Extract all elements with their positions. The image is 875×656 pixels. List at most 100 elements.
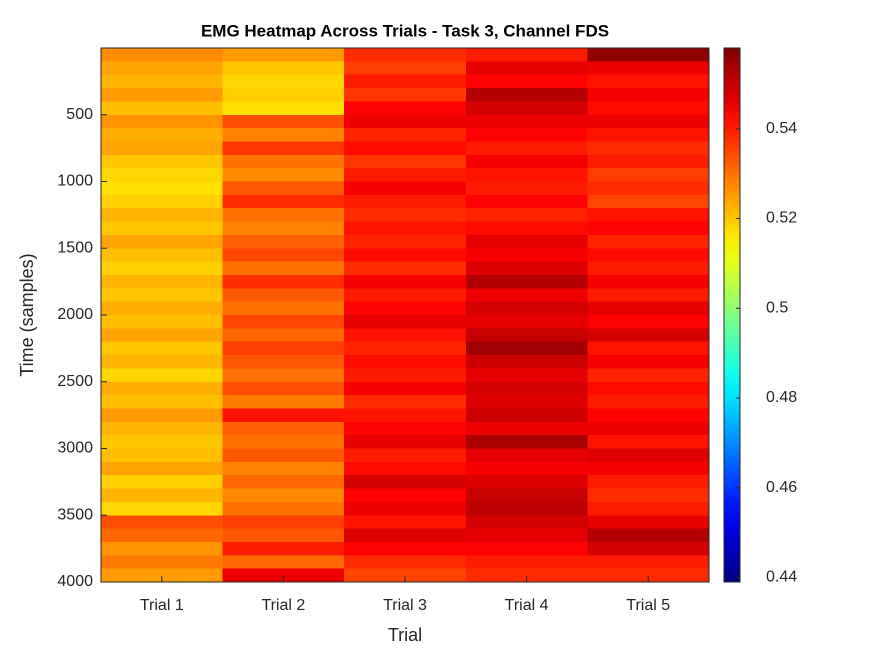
heatmap-cell	[344, 315, 467, 329]
heatmap-cell	[222, 328, 345, 343]
heatmap-cell	[344, 515, 467, 530]
heatmap-cell	[465, 568, 588, 583]
heatmap-cell	[222, 541, 345, 556]
heatmap-cell	[465, 48, 588, 62]
colorbar	[723, 47, 741, 583]
heatmap-cell	[222, 355, 345, 369]
heatmap-cell	[587, 341, 710, 356]
heatmap-cell	[222, 395, 345, 409]
heatmap-cell	[465, 168, 588, 182]
heatmap-cell	[222, 315, 345, 329]
heatmap-cell	[101, 315, 224, 329]
heatmap-cell	[465, 234, 588, 249]
heatmap-cell	[101, 435, 224, 449]
heatmap-cell	[222, 208, 345, 223]
heatmap-cell	[222, 114, 345, 129]
heatmap-cell	[101, 395, 224, 409]
heatmap-cell	[344, 448, 467, 463]
heatmap-cell	[465, 488, 588, 503]
heatmap-cell	[222, 488, 345, 503]
heatmap-cell	[465, 328, 588, 343]
heatmap-cell	[101, 328, 224, 343]
heatmap-cell	[587, 114, 710, 129]
heatmap-cell	[344, 114, 467, 129]
heatmap-cell	[465, 114, 588, 129]
heatmap-cell	[465, 248, 588, 263]
heatmap-cell	[101, 101, 224, 116]
heatmap-cell	[101, 168, 224, 182]
heatmap-cell	[587, 395, 710, 409]
heatmap-cell	[222, 141, 345, 156]
y-tick-label: 1500	[57, 239, 93, 256]
heatmap-cell	[587, 555, 710, 570]
x-axis-label: Trial	[388, 625, 422, 645]
heatmap-cell	[587, 301, 710, 316]
heatmap-cell	[587, 61, 710, 76]
heatmap-cell	[587, 261, 710, 276]
heatmap-cell	[344, 261, 467, 276]
heatmap-cell	[222, 461, 345, 476]
heatmap-cell	[101, 181, 224, 196]
heatmap-cell	[587, 154, 710, 169]
heatmap-cell	[344, 208, 467, 223]
x-tick-label: Trial 2	[261, 597, 305, 614]
colorbar-tick-label: 0.46	[766, 479, 797, 496]
y-tick-label: 3000	[57, 440, 93, 457]
heatmap-cell	[222, 341, 345, 356]
heatmap-cell	[587, 248, 710, 263]
heatmap-cell	[222, 128, 345, 142]
heatmap-cell	[344, 435, 467, 449]
heatmap-cell	[465, 435, 588, 449]
heatmap-cell	[222, 221, 345, 236]
heatmap-cell	[222, 555, 345, 570]
heatmap-cell	[344, 101, 467, 116]
heatmap-cell	[465, 141, 588, 156]
heatmap-cell	[101, 528, 224, 543]
heatmap-cell	[465, 101, 588, 116]
heatmap-cell	[587, 208, 710, 223]
heatmap-cell	[587, 421, 710, 436]
heatmap-cell	[101, 274, 224, 289]
heatmap-cell	[101, 355, 224, 369]
heatmap-cell	[465, 395, 588, 409]
heatmap-cell	[465, 208, 588, 223]
x-tick-label: Trial 4	[505, 597, 549, 614]
heatmap-cell	[587, 568, 710, 583]
heatmap-cell	[465, 515, 588, 530]
heatmap-cell	[101, 154, 224, 169]
heatmap-cell	[101, 141, 224, 156]
heatmap-cell	[465, 408, 588, 423]
heatmap-cell	[465, 288, 588, 303]
heatmap-cell	[587, 461, 710, 476]
heatmap-cell	[101, 48, 224, 62]
heatmap-cell	[101, 261, 224, 276]
heatmap-cell	[101, 341, 224, 356]
heatmap-cell	[465, 181, 588, 196]
heatmap-cell	[344, 501, 467, 516]
heatmap-cell	[587, 328, 710, 343]
heatmap-cell	[344, 248, 467, 263]
heatmap-cell	[222, 88, 345, 102]
colorbar-tick-label: 0.5	[766, 299, 788, 316]
heatmap-cell	[587, 381, 710, 396]
heatmap-cell	[587, 368, 710, 383]
heatmap-cell	[222, 448, 345, 463]
axes: Trial 1 Trial 2 Trial 3 Trial 4 Trial 5 500 10…	[57, 47, 710, 614]
heatmap-cell	[344, 181, 467, 196]
heatmap-cell	[465, 341, 588, 356]
heatmap-cell	[587, 528, 710, 543]
heatmap-cell	[344, 461, 467, 476]
heatmap-cell	[222, 288, 345, 303]
heatmap-cell	[222, 301, 345, 316]
heatmap-cell	[101, 368, 224, 383]
heatmap-cell	[222, 74, 345, 89]
heatmap-cell	[101, 128, 224, 142]
heatmap-cell	[344, 381, 467, 396]
heatmap-cell	[344, 555, 467, 570]
heatmap-cell	[587, 168, 710, 182]
heatmap-cell	[587, 541, 710, 556]
heatmap-cell	[465, 421, 588, 436]
heatmap-cell	[101, 488, 224, 503]
heatmap-cell	[101, 555, 224, 570]
x-tick-label: Trial 5	[626, 597, 670, 614]
